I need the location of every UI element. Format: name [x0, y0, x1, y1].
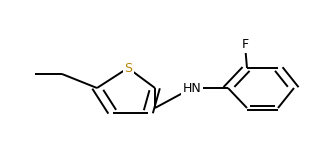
- Text: F: F: [242, 38, 249, 52]
- Text: HN: HN: [183, 82, 201, 95]
- Text: S: S: [124, 62, 132, 74]
